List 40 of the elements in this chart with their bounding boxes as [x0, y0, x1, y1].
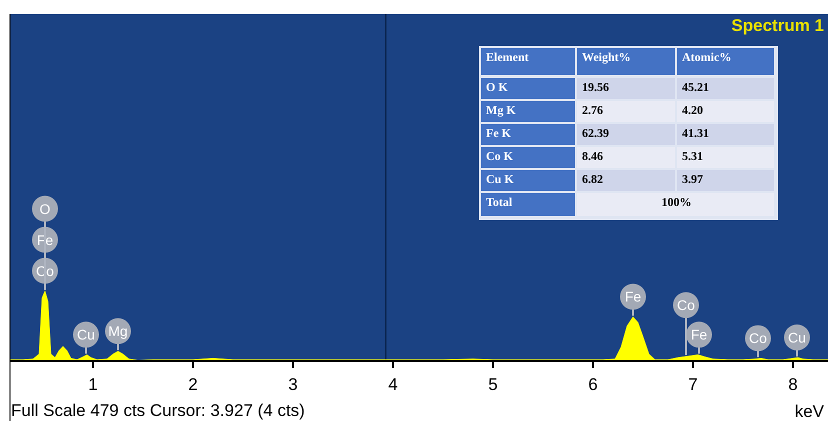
category-label: Co K [486, 149, 513, 163]
category-label: Weight% [582, 50, 631, 64]
category-label: Element [486, 50, 529, 64]
x-tick-label: 1 [88, 375, 98, 394]
text: 3.97 [682, 172, 703, 186]
annotation: O [40, 200, 51, 217]
text: Full Scale 479 cts Cursor: 3.927 (4 cts) [11, 401, 305, 420]
category-label: Fe K [486, 126, 511, 140]
x-tick-label: 2 [188, 375, 198, 394]
x-tick-label: 4 [388, 375, 398, 394]
annotation: Cu [77, 326, 95, 343]
annotation: Cu [788, 329, 806, 346]
annotation: Co [749, 330, 768, 346]
text: 5.31 [682, 149, 703, 163]
text: 6.82 [582, 172, 603, 186]
annotation: Fe [690, 326, 708, 343]
x-axis-title: keV [794, 402, 825, 421]
x-tick-label: 5 [488, 375, 498, 394]
category-label: Cu K [486, 172, 514, 186]
chart-title: Spectrum 1 [731, 16, 824, 35]
x-tick-label: 8 [788, 375, 798, 394]
x-tick-label: 6 [588, 375, 598, 394]
annotation: Co [677, 297, 696, 314]
text: 19.56 [582, 80, 609, 94]
text: 2.76 [582, 103, 603, 117]
text: 100% [662, 195, 692, 209]
text: 4.20 [682, 103, 703, 117]
text: 41.31 [682, 126, 709, 140]
category-label: Mg K [486, 103, 516, 117]
category-label: O K [486, 80, 508, 94]
x-tick-label: 3 [288, 375, 298, 394]
category-label: Total [486, 195, 512, 209]
x-tick-label: 7 [688, 375, 698, 394]
text: 8.46 [582, 149, 603, 163]
text: 45.21 [682, 80, 709, 94]
annotation: Mg [108, 323, 128, 340]
text: 62.39 [582, 126, 609, 140]
annotation: Fe [624, 288, 642, 305]
category-label: Atomic% [682, 50, 732, 64]
annotation: Fe [36, 232, 54, 248]
